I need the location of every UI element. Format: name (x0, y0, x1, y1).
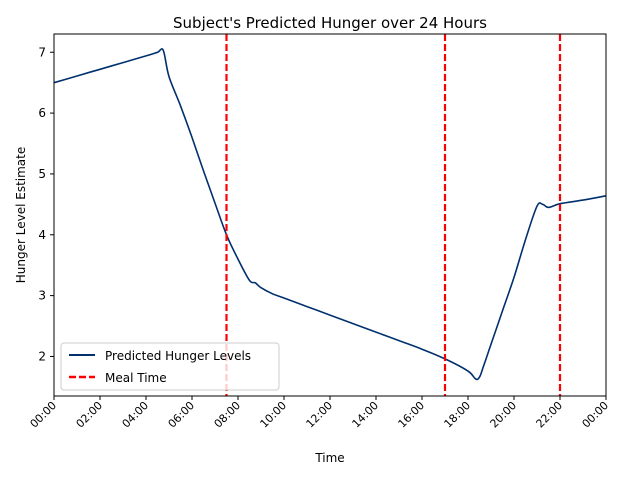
x-tick-label: 16:00 (396, 399, 428, 431)
legend-box (60, 342, 280, 391)
x-tick-label: 00:00 (28, 399, 60, 431)
chart-title: Subject's Predicted Hunger over 24 Hours (173, 14, 487, 32)
meal-time-lines (225, 34, 562, 396)
x-tick-label: 00:00 (580, 399, 612, 431)
x-axis-ticks: 00:00 02:00 04:00 06:00 08:00 10:00 12:00 14:00… (28, 396, 612, 431)
x-tick-label: 14:00 (350, 399, 382, 431)
legend: Predicted Hunger Levels Meal Time (60, 342, 280, 391)
y-axis-label: Hunger Level Estimate (14, 147, 28, 283)
x-tick-label: 04:00 (120, 399, 152, 431)
x-tick-label: 22:00 (534, 399, 566, 431)
y-tick-label: 2 (38, 349, 46, 363)
y-axis-ticks: 2 3 4 5 6 7 (38, 45, 54, 363)
y-tick-label: 7 (38, 45, 46, 59)
x-tick-label: 12:00 (304, 399, 336, 431)
x-axis-label: Time (314, 451, 344, 465)
legend-meal-label: Meal Time (105, 371, 167, 385)
y-tick-label: 5 (38, 167, 46, 181)
x-tick-label: 08:00 (212, 399, 244, 431)
x-tick-label: 18:00 (442, 399, 474, 431)
plot-area (53, 48, 607, 381)
x-tick-label: 02:00 (74, 399, 106, 431)
series-line-predicted-hunger (53, 48, 607, 381)
legend-line-label: Predicted Hunger Levels (105, 349, 251, 363)
x-tick-label: 20:00 (488, 399, 520, 431)
x-tick-label: 06:00 (166, 399, 198, 431)
plot-frame (53, 33, 607, 397)
y-tick-label: 3 (38, 289, 46, 303)
y-tick-label: 4 (38, 228, 46, 242)
y-tick-label: 6 (38, 106, 46, 120)
x-tick-label: 10:00 (258, 399, 290, 431)
